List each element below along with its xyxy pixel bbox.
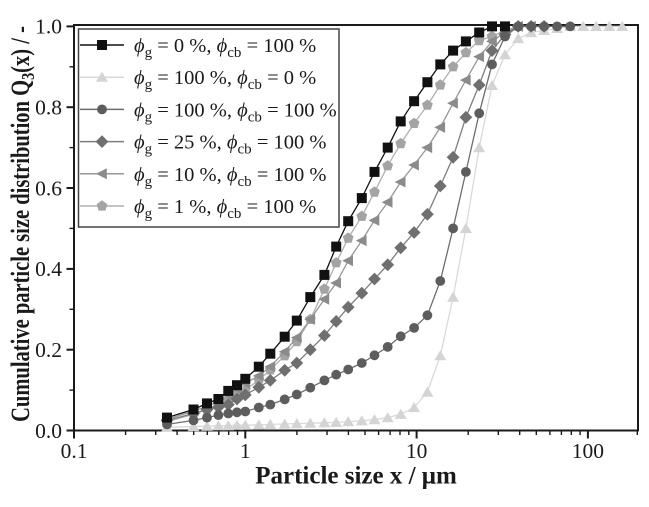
svg-text:0.2: 0.2	[35, 338, 62, 362]
svg-text:0.4: 0.4	[35, 257, 62, 281]
svg-text:ϕg = 0 %, ϕcb = 100 %: ϕg = 0 %, ϕcb = 100 %	[134, 35, 316, 61]
svg-text:0.8: 0.8	[35, 96, 62, 120]
svg-text:0.0: 0.0	[35, 419, 62, 443]
svg-text:ϕg = 10 %, ϕcb = 100 %: ϕg = 10 %, ϕcb = 100 %	[134, 164, 326, 190]
svg-text:0.6: 0.6	[35, 176, 62, 200]
svg-text:Particle size x / μm: Particle size x / μm	[255, 463, 457, 490]
svg-text:1.0: 1.0	[35, 15, 62, 39]
svg-text:0.1: 0.1	[61, 439, 88, 463]
svg-text:ϕg = 100 %, ϕcb = 0 %: ϕg = 100 %, ϕcb = 0 %	[134, 67, 316, 93]
svg-text:ϕg = 100 %, ϕcb = 100 %: ϕg = 100 %, ϕcb = 100 %	[134, 99, 337, 125]
svg-text:10: 10	[406, 439, 428, 463]
svg-text:100: 100	[572, 439, 604, 463]
svg-text:1: 1	[240, 439, 251, 463]
svg-text:ϕg = 1 %, ϕcb = 100 %: ϕg = 1 %, ϕcb = 100 %	[134, 196, 316, 222]
svg-text:Cumulative particle size distr: Cumulative particle size distribution Q3…	[7, 26, 39, 422]
svg-text:ϕg = 25 %, ϕcb = 100 %: ϕg = 25 %, ϕcb = 100 %	[134, 132, 326, 158]
